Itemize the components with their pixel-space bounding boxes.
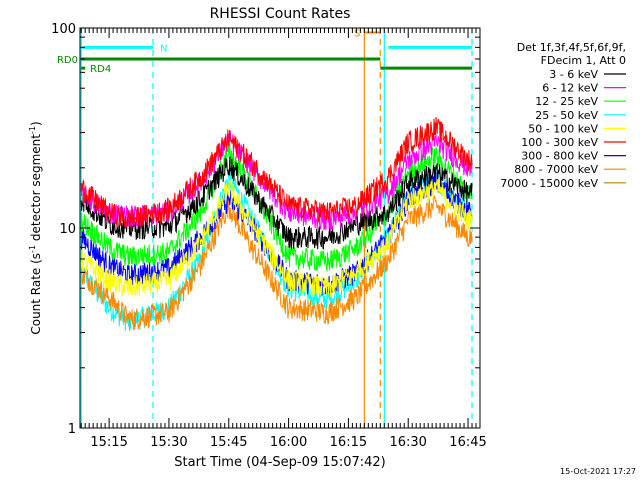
x-tick-label: 16:30 — [389, 435, 426, 450]
legend-label: 6 - 12 keV — [542, 82, 598, 95]
x-tick-label: 16:45 — [449, 435, 486, 450]
x-axis-label: Start Time (04-Sep-09 15:07:42) — [174, 455, 385, 470]
legend-label: 50 - 100 keV — [528, 122, 598, 135]
y-axis-label: Count Rate (s-1 detector segment-1) — [28, 121, 43, 334]
x-tick-label: 15:45 — [210, 435, 247, 450]
series-line — [80, 156, 473, 251]
y-tick-label: 1 — [68, 422, 76, 437]
legend-label: 7000 - 15000 keV — [500, 177, 598, 190]
legend-label: 300 - 800 keV — [521, 150, 598, 163]
series-layer — [80, 116, 473, 331]
legend-header-line-1: Det 1f,3f,4f,5f,6f,9f, — [517, 41, 626, 54]
series-line — [80, 178, 473, 298]
y-tick-label: 10 — [59, 222, 76, 237]
legend: Det 1f,3f,4f,5f,6f,9f, FDecim 1, Att 0 3… — [500, 41, 626, 190]
annotation-s: S — [354, 28, 360, 39]
x-tick-label: 15:15 — [90, 435, 127, 450]
series-line — [80, 143, 473, 273]
x-tick-label: 15:30 — [150, 435, 187, 450]
series-line — [80, 116, 473, 230]
annotation-n: N — [160, 43, 167, 54]
x-tick-label: 16:15 — [330, 435, 367, 450]
legend-label: 25 - 50 keV — [535, 109, 598, 122]
annotation-layer: N S RD0 RD4 — [57, 28, 473, 75]
y-axis: 1 10 100 — [51, 22, 480, 437]
legend-label: 3 - 6 keV — [549, 68, 598, 81]
x-axis: 15:15 15:30 15:45 16:00 16:15 16:30 16:45 — [80, 28, 487, 450]
chart-title: RHESSI Count Rates — [210, 6, 351, 22]
legend-label: 12 - 25 keV — [535, 95, 598, 108]
y-tick-label: 100 — [51, 22, 76, 37]
footer-date: 15-Oct-2021 17:27 — [560, 467, 636, 476]
x-tick-label: 16:00 — [270, 435, 307, 450]
series-line — [80, 195, 473, 331]
legend-label: 800 - 7000 keV — [514, 163, 598, 176]
legend-label: 100 - 300 keV — [521, 136, 598, 149]
annotation-rd4: RD4 — [90, 64, 111, 75]
legend-header-line-2: FDecim 1, Att 0 — [541, 54, 626, 67]
annotation-rd0: RD0 — [57, 55, 78, 66]
